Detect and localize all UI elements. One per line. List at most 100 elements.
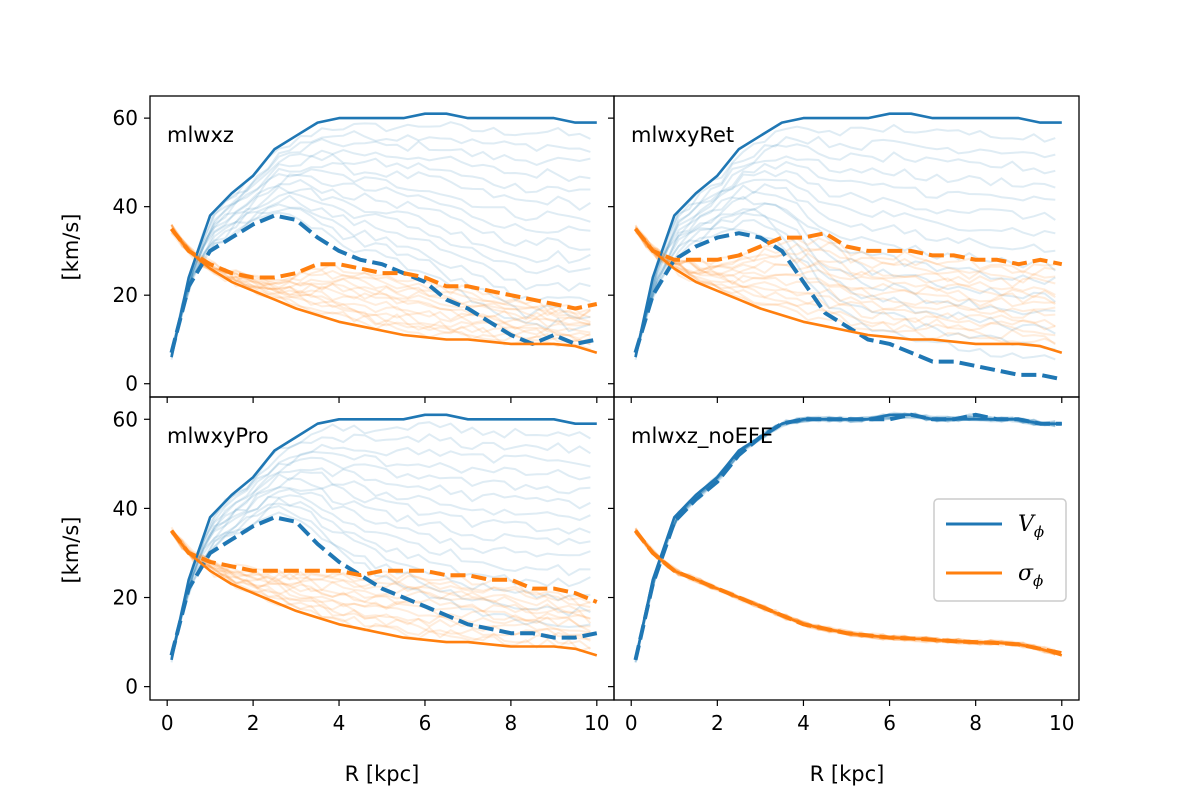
faint-curve-sigma-phi — [170, 232, 591, 327]
faint-curve-sigma-phi — [634, 228, 1056, 308]
series-sigma-phi-final — [633, 529, 1063, 656]
faint-curve-v-phi — [170, 502, 591, 660]
faint-curve-v-phi — [634, 207, 1056, 353]
ylabel-bottom: [km/s] — [59, 516, 83, 583]
series-v-phi-initial — [634, 112, 1062, 358]
xtick-label: 0 — [625, 711, 638, 735]
faint-curve-v-phi — [634, 155, 1056, 357]
faint-curve-v-phi — [170, 168, 591, 358]
faint-curve-sigma-phi — [170, 529, 591, 633]
series-v-phi-final — [169, 213, 598, 354]
faint-curve-v-phi — [170, 194, 591, 350]
xlabel-left: R [kpc] — [345, 762, 420, 786]
faint-curve-sigma-phi — [170, 228, 591, 344]
faint-curve-sigma-phi — [170, 529, 591, 609]
ytick-label: 40 — [113, 496, 138, 520]
faint-curve-sigma-phi — [170, 224, 591, 351]
faint-curve-v-phi — [170, 121, 591, 356]
ytick-label: 20 — [113, 586, 138, 610]
xtick-label: 10 — [584, 711, 609, 735]
xtick-label: 4 — [333, 711, 346, 735]
faint-curve-v-phi — [634, 143, 1056, 356]
ytick-label: 0 — [125, 372, 138, 396]
xtick-label: 2 — [711, 711, 724, 735]
faint-curve-sigma-phi — [634, 227, 1056, 319]
faint-curve-sigma-phi — [170, 530, 591, 650]
faint-curve-v-phi — [170, 488, 591, 660]
faint-curve-sigma-phi — [170, 531, 591, 628]
faint-curve-v-phi — [170, 211, 591, 357]
xtick-label: 2 — [247, 711, 260, 735]
faint-curve-v-phi — [634, 160, 1056, 357]
series-sigma-phi-initial — [170, 529, 598, 657]
faint-curve-sigma-phi — [634, 224, 1056, 296]
faint-curve-v-phi — [170, 178, 591, 351]
faint-curve-v-phi — [170, 161, 591, 356]
faint-curve-v-phi — [634, 212, 1056, 353]
faint-curve-sigma-phi — [634, 230, 1056, 277]
series-sigma-phi-final — [169, 529, 598, 604]
faint-curve-v-phi — [634, 218, 1056, 358]
faint-curve-sigma-phi — [170, 225, 591, 328]
faint-curve-v-phi — [170, 443, 591, 659]
panel-title: mlwxyRet — [631, 123, 734, 147]
faint-curve-sigma-phi — [170, 227, 591, 340]
faint-curve-v-phi — [170, 494, 591, 657]
faint-curve-v-phi — [170, 138, 591, 357]
faint-curve-sigma-phi — [170, 224, 591, 334]
faint-curve-v-phi — [170, 456, 591, 659]
panel-title: mlwxz_noEFE — [631, 424, 773, 449]
faint-curve-v-phi — [170, 149, 591, 356]
series-v-phi-initial — [634, 413, 1062, 661]
faint-curve-sigma-phi — [170, 224, 591, 346]
faint-curve-sigma-phi — [634, 227, 1056, 331]
xtick-label: 0 — [161, 711, 174, 735]
faint-curve-sigma-phi — [634, 226, 1056, 337]
axes-frame — [613, 396, 1080, 701]
panel-mlwxyPro: 0 20 40 60 0 2 4 6 8 10 mlwxyPro — [113, 396, 615, 735]
ytick-label: 40 — [113, 195, 138, 219]
xtick-label: 4 — [797, 711, 810, 735]
faint-curve-sigma-phi — [634, 228, 1056, 284]
faint-curve-v-phi — [634, 135, 1056, 361]
faint-curve-sigma-phi — [170, 224, 591, 319]
faint-curve-v-phi — [170, 153, 591, 360]
faint-curve-sigma-phi — [170, 224, 591, 337]
faint-curve-v-phi — [634, 195, 1056, 354]
ytick-label: 20 — [113, 283, 138, 307]
faint-curve-v-phi — [170, 470, 591, 655]
series-sigma-phi-final — [633, 227, 1063, 267]
faint-curve-v-phi — [634, 169, 1056, 354]
legend-label-v-phi: Vϕ — [1018, 512, 1044, 541]
faint-curve-v-phi — [634, 178, 1056, 356]
xlabel-right: R [kpc] — [810, 762, 885, 786]
faint-curve-v-phi — [170, 467, 591, 660]
faint-curve-v-phi — [170, 185, 591, 354]
faint-curve-v-phi — [170, 486, 591, 659]
faint-curve-v-phi — [170, 173, 591, 353]
faint-curve-sigma-phi — [170, 531, 591, 620]
ylabel-top: [km/s] — [59, 213, 83, 280]
ytick-label: 60 — [113, 106, 138, 130]
faint-curve-v-phi — [634, 228, 1056, 361]
faint-curve-v-phi — [170, 450, 591, 655]
faint-curve-sigma-phi — [170, 531, 591, 634]
faint-curve-sigma-phi — [634, 226, 1056, 346]
series-v-phi-final — [633, 231, 1063, 382]
faint-curve-v-phi — [634, 202, 1056, 354]
panel-mlwxz_noEFE: 0 2 4 6 8 10 mlwxz_noEFE — [608, 396, 1080, 735]
series-sigma-phi-initial — [634, 227, 1063, 354]
faint-curve-sigma-phi — [170, 531, 591, 607]
plot-area — [169, 112, 598, 360]
faint-curve-v-phi — [170, 421, 591, 657]
faint-curve-sigma-phi — [170, 526, 591, 636]
series-sigma-phi-initial — [170, 228, 598, 354]
legend-label-sigma-phi: σϕ — [1018, 561, 1043, 590]
faint-curve-v-phi — [170, 504, 591, 654]
faint-curve-v-phi — [170, 130, 591, 358]
legend-frame — [933, 498, 1067, 602]
plot-area — [169, 413, 598, 663]
xtick-label: 10 — [1049, 711, 1074, 735]
